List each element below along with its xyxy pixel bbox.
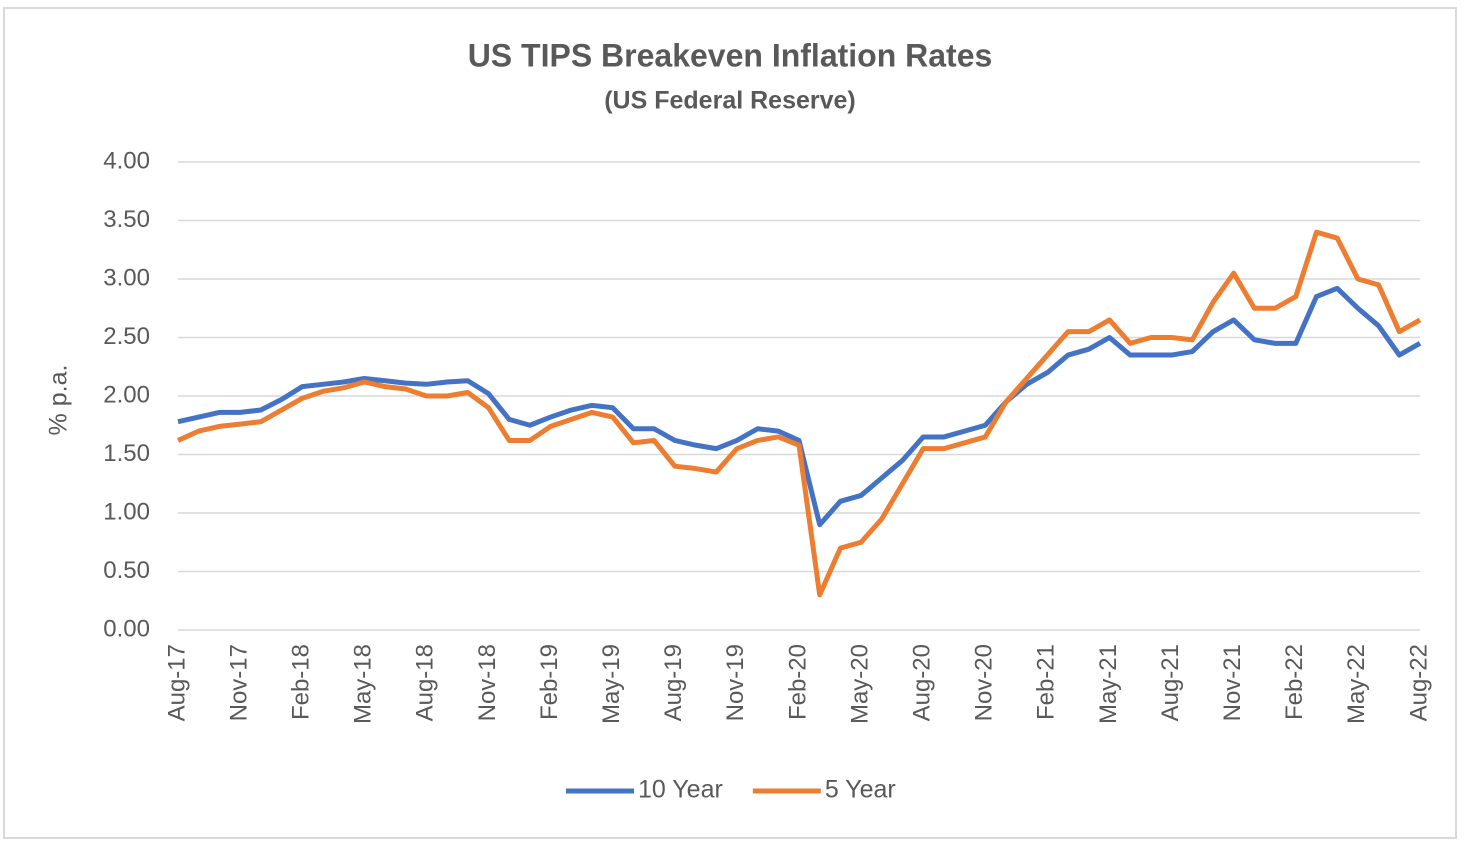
x-tick-label: Aug-18 xyxy=(412,644,439,721)
x-tick-label: Nov-20 xyxy=(971,644,998,721)
x-tick-label: Feb-21 xyxy=(1033,644,1060,720)
x-tick-label: Aug-21 xyxy=(1157,644,1184,721)
y-tick-label: 0.00 xyxy=(103,615,150,642)
legend-label: 10 Year xyxy=(638,776,723,804)
y-tick-label: 2.50 xyxy=(103,323,150,350)
chart-title: US TIPS Breakeven Inflation Rates xyxy=(468,37,993,73)
y-tick-label: 1.00 xyxy=(103,498,150,525)
x-tick-label: Nov-19 xyxy=(722,644,749,721)
x-tick-label: May-19 xyxy=(598,644,625,724)
x-tick-label: Aug-19 xyxy=(660,644,687,721)
y-tick-label: 0.50 xyxy=(103,557,150,584)
legend-label: 5 Year xyxy=(825,776,896,804)
y-tick-label: 1.50 xyxy=(103,440,150,467)
x-tick-label: Nov-18 xyxy=(474,644,501,721)
x-tick-label: Aug-20 xyxy=(909,644,936,721)
y-tick-label: 4.00 xyxy=(103,147,150,174)
chart-subtitle: (US Federal Reserve) xyxy=(604,87,856,115)
x-tick-label: Aug-22 xyxy=(1405,644,1432,721)
y-tick-label: 2.00 xyxy=(103,381,150,408)
x-tick-label: Feb-20 xyxy=(784,644,811,720)
x-tick-label: Nov-17 xyxy=(225,644,252,721)
y-tick-label: 3.50 xyxy=(103,206,150,233)
series-line xyxy=(177,285,1422,528)
x-tick-label: Aug-17 xyxy=(163,644,190,721)
x-tick-label: Nov-21 xyxy=(1219,644,1246,721)
x-tick-label: May-18 xyxy=(350,644,377,724)
x-tick-label: Feb-19 xyxy=(536,644,563,720)
x-tick-label: May-21 xyxy=(1095,644,1122,724)
y-axis-label: % p.a. xyxy=(45,365,73,436)
x-tick-label: May-22 xyxy=(1343,644,1370,724)
x-tick-label: Feb-18 xyxy=(288,644,315,720)
x-tick-label: May-20 xyxy=(846,644,873,724)
y-tick-label: 3.00 xyxy=(103,264,150,291)
x-tick-label: Feb-22 xyxy=(1281,644,1308,720)
series-line xyxy=(176,229,1422,598)
